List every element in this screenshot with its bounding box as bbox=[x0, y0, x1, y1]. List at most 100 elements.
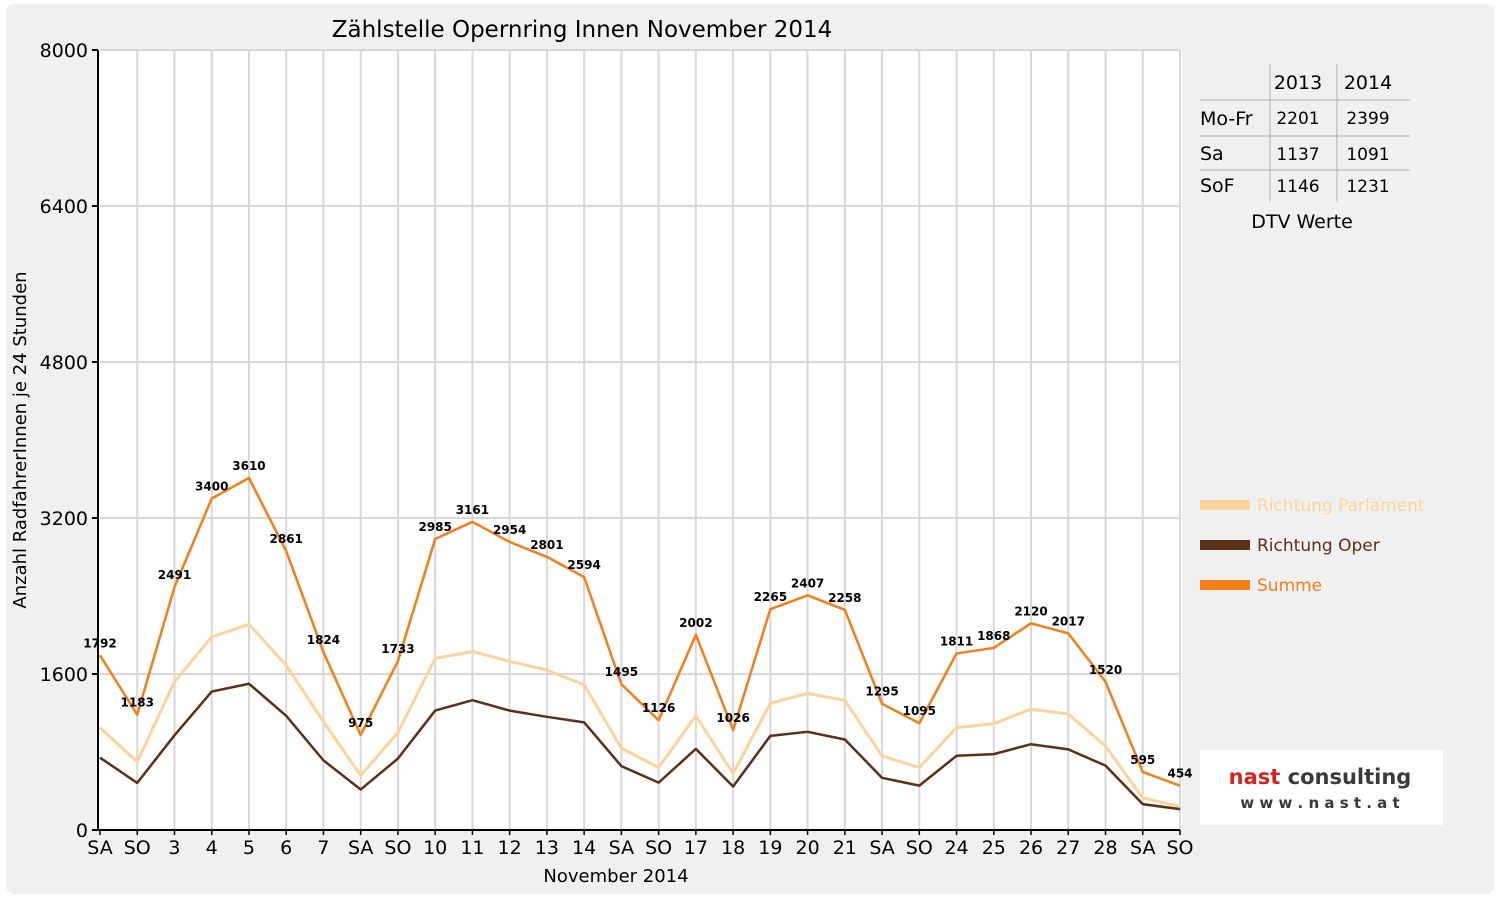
legend-swatch-summe bbox=[1200, 580, 1250, 590]
series-lines bbox=[98, 476, 1181, 811]
y-tick-label: 0 bbox=[76, 820, 88, 842]
x-tick-label: 18 bbox=[721, 837, 745, 859]
y-axis-label: Anzahl RadfahrerInnen je 24 Stunden bbox=[10, 271, 31, 608]
nast-consulting-logo: nast consulting w w w . n a s t . a t bbox=[1200, 750, 1443, 825]
dtv-row-label: Mo-Fr bbox=[1200, 108, 1253, 130]
plot-area bbox=[98, 50, 1182, 830]
x-tick-label: SO bbox=[384, 837, 411, 859]
legend-label-parlament: Richtung Parlament bbox=[1257, 496, 1425, 516]
data-label: 1824 bbox=[307, 633, 340, 647]
x-tick-label: 11 bbox=[460, 837, 484, 859]
data-label: 2258 bbox=[828, 591, 861, 605]
x-tick-label: SA bbox=[1130, 837, 1155, 859]
x-tick-label: SO bbox=[1166, 837, 1193, 859]
data-label: 1792 bbox=[83, 636, 116, 650]
data-label: 2861 bbox=[270, 532, 303, 546]
dtv-row-label: Sa bbox=[1200, 143, 1224, 165]
data-label: 975 bbox=[348, 716, 373, 730]
data-label: 1095 bbox=[903, 704, 936, 718]
data-label: 3161 bbox=[456, 503, 489, 517]
dtv-header-2013: 2013 bbox=[1274, 72, 1322, 94]
data-label: 595 bbox=[1130, 753, 1155, 767]
dtv-cell: 1137 bbox=[1276, 145, 1319, 165]
chart-title: Zählstelle Opernring Innen November 2014 bbox=[332, 17, 833, 43]
legend: Richtung Parlament Richtung Oper Summe bbox=[1200, 496, 1425, 596]
data-label: 2491 bbox=[158, 568, 191, 582]
data-label: 3610 bbox=[232, 459, 265, 473]
x-tick-label: SO bbox=[645, 837, 672, 859]
x-tick-label: 7 bbox=[317, 837, 329, 859]
y-tick-label: 1600 bbox=[40, 664, 88, 686]
data-label: 2017 bbox=[1052, 614, 1085, 628]
data-labels: 1792 1183 2491 3400 3610 2861 1824 975 1733 2985 3… bbox=[83, 459, 1192, 781]
data-label: 3400 bbox=[195, 480, 228, 494]
series-line-1 bbox=[98, 622, 1181, 809]
x-tick-label: 25 bbox=[982, 837, 1006, 859]
data-label: 2002 bbox=[679, 616, 712, 630]
x-tick-label: 12 bbox=[498, 837, 522, 859]
y-tick-label: 6400 bbox=[40, 196, 88, 218]
data-label: 2407 bbox=[791, 576, 824, 590]
data-label: 1183 bbox=[121, 696, 154, 710]
data-label: 2801 bbox=[530, 538, 563, 552]
x-tick-label: 21 bbox=[833, 837, 857, 859]
x-tick-label: SO bbox=[906, 837, 933, 859]
y-tick-label: 4800 bbox=[40, 352, 88, 374]
data-label: 1126 bbox=[642, 701, 675, 715]
x-tick-label: 4 bbox=[206, 837, 218, 859]
data-label: 2985 bbox=[418, 520, 451, 534]
data-label: 1868 bbox=[977, 629, 1010, 643]
x-tick-label: 26 bbox=[1019, 837, 1043, 859]
x-tick-labels: SA SO 3 4 5 6 7 SA SO 10 11 12 13 14 SA SO 17 18 19 20 21 SA S… bbox=[87, 837, 1193, 859]
x-tick-label: SA bbox=[869, 837, 894, 859]
data-label: 1520 bbox=[1089, 663, 1122, 677]
data-label: 1295 bbox=[865, 685, 898, 699]
x-tick-label: 14 bbox=[572, 837, 596, 859]
data-label: 2265 bbox=[754, 590, 787, 604]
series-line-3 bbox=[98, 476, 1181, 787]
data-label: 2594 bbox=[567, 558, 600, 572]
x-tick-label: 28 bbox=[1093, 837, 1117, 859]
dtv-cell: 1091 bbox=[1346, 145, 1389, 165]
x-axis-label: November 2014 bbox=[543, 866, 688, 887]
x-tick-label: 10 bbox=[423, 837, 447, 859]
x-tick-label: 24 bbox=[944, 837, 968, 859]
dtv-caption: DTV Werte bbox=[1251, 211, 1353, 233]
x-tick-label: 27 bbox=[1056, 837, 1080, 859]
x-tick-label: 19 bbox=[758, 837, 782, 859]
data-label: 1026 bbox=[716, 711, 749, 725]
data-label: 2120 bbox=[1014, 604, 1047, 618]
dtv-header-2014: 2014 bbox=[1344, 72, 1392, 94]
y-tick-label: 3200 bbox=[40, 508, 88, 530]
dtv-table: 2013 2014 Mo-Fr 2201 2399 Sa 1137 1091 S… bbox=[1200, 64, 1410, 233]
data-label: 454 bbox=[1167, 767, 1192, 781]
y-tick-label: 8000 bbox=[40, 40, 88, 62]
legend-swatch-oper bbox=[1200, 540, 1250, 550]
legend-label-summe: Summe bbox=[1257, 576, 1322, 596]
x-tick-label: SA bbox=[87, 837, 112, 859]
x-tick-label: 20 bbox=[795, 837, 819, 859]
x-tick-label: SA bbox=[609, 837, 634, 859]
data-label: 1733 bbox=[381, 642, 414, 656]
x-tick-label: SO bbox=[124, 837, 151, 859]
y-tick-labels: 0 1600 3200 4800 6400 8000 bbox=[40, 40, 88, 842]
data-label: 2954 bbox=[493, 523, 526, 537]
x-tick-label: 17 bbox=[684, 837, 708, 859]
logo-text: nast consulting bbox=[1229, 765, 1412, 789]
x-tick-label: 3 bbox=[168, 837, 180, 859]
logo-url: w w w . n a s t . a t bbox=[1240, 794, 1399, 812]
dtv-cell: 1146 bbox=[1276, 177, 1319, 197]
x-tick-label: 6 bbox=[280, 837, 292, 859]
dtv-cell: 1231 bbox=[1346, 177, 1389, 197]
dtv-row-label: SoF bbox=[1200, 175, 1235, 197]
data-label: 1811 bbox=[940, 634, 973, 648]
axes bbox=[92, 49, 1181, 835]
data-label: 1495 bbox=[605, 665, 638, 679]
x-tick-label: 13 bbox=[535, 837, 559, 859]
x-tick-label: SA bbox=[348, 837, 373, 859]
legend-label-oper: Richtung Oper bbox=[1257, 536, 1380, 556]
legend-swatch-parlament bbox=[1200, 500, 1250, 510]
x-tick-label: 5 bbox=[243, 837, 255, 859]
grid bbox=[100, 49, 1181, 831]
